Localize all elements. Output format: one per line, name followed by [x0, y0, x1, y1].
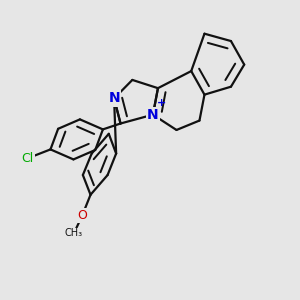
Text: O: O — [77, 209, 87, 222]
Text: N: N — [108, 92, 120, 106]
Text: CH₃: CH₃ — [65, 228, 83, 238]
Text: N: N — [147, 108, 159, 122]
Text: +: + — [157, 98, 167, 109]
Text: Cl: Cl — [22, 152, 34, 165]
